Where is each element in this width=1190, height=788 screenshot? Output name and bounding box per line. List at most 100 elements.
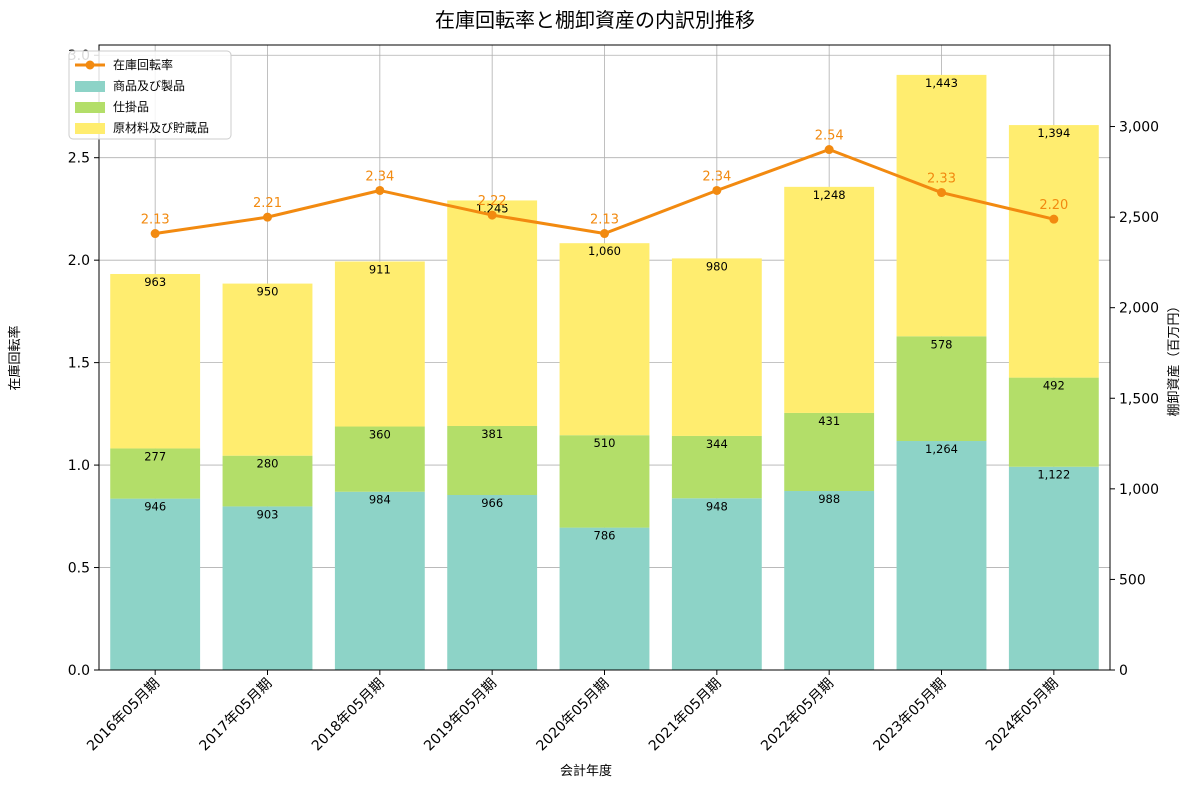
legend-box (68, 50, 232, 140)
bar-value-label: 1,443 (925, 76, 958, 90)
bar-segment (784, 186, 875, 413)
bar-value-label: 980 (706, 259, 728, 273)
right-tick-label: 2,500 (1119, 210, 1159, 226)
bar-value-label: 381 (481, 427, 503, 441)
turnover-point (1049, 214, 1059, 224)
turnover-point (375, 185, 385, 195)
bar-segment (1008, 377, 1099, 467)
bar-value-label: 1,264 (925, 442, 958, 456)
bar-segment (334, 491, 425, 670)
right-tick-label: 500 (1119, 572, 1146, 588)
bar-value-label: 1,394 (1037, 126, 1070, 140)
legend-entry-label: 仕掛品 (113, 99, 149, 114)
bar-segment (110, 498, 201, 670)
legend-entry-label: 原材料及び貯蔵品 (113, 121, 209, 135)
turnover-point (150, 229, 160, 239)
turnover-point (263, 212, 272, 222)
left-tick-label: 2.0 (68, 253, 90, 269)
bar-value-label: 988 (818, 492, 840, 506)
bar-segment (222, 455, 313, 507)
bar-segment (447, 425, 538, 495)
bar-segment (334, 426, 425, 492)
right-tick-label: 2,000 (1119, 301, 1159, 317)
legend-swatch (75, 102, 105, 113)
legend-entry-label: 商品及び製品 (113, 78, 185, 93)
bar-segment (896, 336, 987, 442)
bar-value-label: 277 (144, 449, 166, 463)
bar-segment (896, 74, 987, 337)
bar-value-label: 360 (369, 428, 391, 442)
turnover-value-label: 2.13 (141, 213, 170, 228)
bar-value-label: 1,248 (813, 188, 846, 202)
right-tick-label: 1,500 (1119, 391, 1159, 407)
bar-value-label: 492 (1043, 379, 1065, 393)
turnover-value-label: 2.34 (702, 169, 731, 184)
turnover-value-label: 2.33 (927, 172, 956, 187)
legend-swatch (75, 123, 105, 134)
left-tick-label: 1.5 (68, 356, 90, 372)
bar-value-label: 963 (144, 275, 166, 289)
turnover-point (937, 188, 946, 198)
left-tick-label: 0.5 (68, 561, 90, 577)
bar-value-label: 1,122 (1037, 468, 1070, 482)
legend-entry-label: 在庫回転率 (113, 57, 173, 72)
bar-segment (1008, 125, 1099, 378)
x-tick-label: 2016年05月期 (84, 676, 163, 755)
turnover-value-label: 2.20 (1039, 198, 1068, 213)
bar-value-label: 578 (931, 337, 953, 351)
right-tick-label: 0 (1119, 663, 1128, 679)
left-tick-label: 2.5 (68, 151, 90, 167)
bar-segment (559, 243, 650, 436)
bar-segment (559, 527, 650, 670)
bar-segment (447, 495, 538, 670)
bar-labels: 946 903 984 966 786 948 988 1,264 1,122 277 280 360… (144, 76, 1070, 543)
legend-marker (85, 60, 95, 70)
bar-value-label: 510 (594, 436, 616, 450)
legend-swatch (75, 81, 105, 92)
bar-segment (447, 200, 538, 426)
left-y-axis-label: 在庫回転率 (7, 325, 23, 390)
bar-segment (222, 506, 313, 670)
plot-frame (98, 44, 1111, 671)
x-axis-label: 会計年度 (560, 763, 612, 779)
bar-segment (1008, 466, 1099, 670)
bar-value-label: 786 (594, 529, 616, 543)
x-tick-label: 2019年05月期 (421, 676, 500, 755)
bar-value-label: 1,060 (588, 244, 621, 258)
turnover-value-label: 2.21 (253, 196, 282, 211)
right-y-axis-label: 棚卸資産（百万円） (1166, 299, 1182, 416)
x-tick-label: 2022年05月期 (758, 676, 837, 755)
bar-segment (110, 273, 201, 449)
bar-value-label: 280 (257, 457, 279, 471)
bar-segment (559, 435, 650, 528)
x-tick-label: 2020年05月期 (534, 676, 613, 755)
x-tick-label: 2024年05月期 (983, 676, 1062, 755)
bar-value-label: 984 (369, 493, 391, 507)
bar-segment (784, 412, 875, 492)
bar-value-label: 948 (706, 499, 728, 513)
x-tick-label: 2023年05月期 (871, 676, 950, 755)
bar-segment (671, 498, 762, 670)
bar-segment (110, 448, 201, 499)
bar-segment (896, 441, 987, 670)
bar-value-label: 903 (257, 507, 279, 521)
turnover-point (487, 210, 497, 220)
bar-value-label: 950 (257, 285, 279, 299)
bar-segment (334, 261, 425, 427)
turnover-value-label: 2.22 (478, 194, 507, 209)
bar-value-label: 344 (706, 437, 728, 451)
turnover-value-label: 2.13 (590, 213, 619, 228)
turnover-point (824, 145, 834, 155)
bar-segment (671, 435, 762, 499)
chart-title: 在庫回転率と棚卸資産の内訳別推移 (435, 8, 755, 32)
turnover-value-label: 2.54 (815, 129, 844, 144)
turnover-point (712, 185, 722, 195)
turnover-point (600, 229, 609, 239)
turnover-line: 2.13 2.21 2.34 2.22 2.13 2.34 2.54 2.33 2.20 (141, 129, 1068, 239)
bar-value-label: 966 (481, 496, 503, 510)
bars (110, 74, 1099, 670)
bar-value-label: 946 (144, 500, 166, 514)
x-tick-label: 2018年05月期 (309, 676, 388, 755)
